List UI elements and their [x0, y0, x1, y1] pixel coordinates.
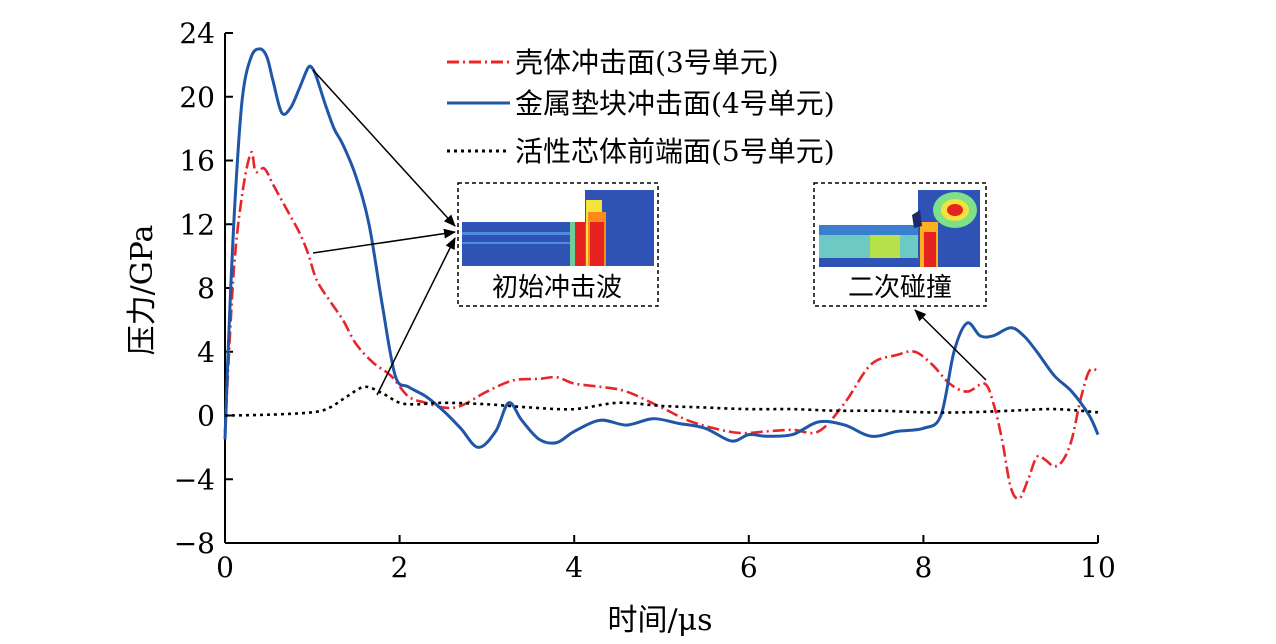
x-tick-label: 0	[216, 551, 234, 584]
x-axis-title: 时间/μs	[608, 603, 713, 638]
legend-label-shell: 壳体冲击面(3号单元)	[515, 46, 779, 79]
legend-label-core: 活性芯体前端面(5号单元)	[515, 135, 835, 168]
series-shell-impact-face	[223, 150, 1099, 500]
x-tick-label: 4	[565, 551, 583, 584]
legend-label-metal-pad: 金属垫块冲击面(4号单元)	[515, 87, 835, 120]
y-ticks: −8 −4 0 4 8 12 16 20 24	[174, 17, 233, 560]
y-tick-label: −4	[174, 463, 215, 496]
arrow-shell-peak	[312, 228, 456, 254]
x-ticks: 0 2 4 6 8 10	[216, 535, 1116, 584]
y-tick-label: −8	[174, 527, 215, 560]
x-tick-label: 10	[1080, 551, 1116, 584]
y-tick-label: 0	[197, 400, 215, 433]
y-tick-label: 8	[197, 272, 215, 305]
y-tick-label: 12	[179, 208, 215, 241]
legend: 壳体冲击面(3号单元) 金属垫块冲击面(4号单元) 活性芯体前端面(5号单元)	[447, 46, 835, 168]
inset-initial-shock: 初始冲击波	[457, 182, 659, 307]
x-tick-label: 6	[740, 551, 758, 584]
x-tick-label: 8	[914, 551, 932, 584]
inset-secondary-collision-label: 二次碰撞	[848, 273, 952, 303]
inset-secondary-collision: 二次碰撞	[813, 182, 987, 307]
arrow-metal-pad-peak	[312, 69, 456, 227]
series-metal-pad-impact-face	[223, 47, 1100, 449]
arrow-core-bump	[376, 237, 456, 396]
y-tick-label: 16	[179, 145, 215, 178]
y-axis-title: 压力/GPa	[125, 224, 160, 355]
y-tick-label: 24	[179, 17, 215, 50]
y-tick-label: 20	[179, 81, 215, 114]
arrow-secondary-collision	[914, 309, 987, 381]
inset-initial-shock-label: 初始冲击波	[492, 273, 622, 303]
series-core-front-face	[224, 385, 1099, 417]
series-layer	[223, 47, 1100, 500]
y-tick-label: 4	[197, 336, 215, 369]
x-tick-label: 2	[391, 551, 409, 584]
annotation-arrows	[312, 69, 987, 396]
